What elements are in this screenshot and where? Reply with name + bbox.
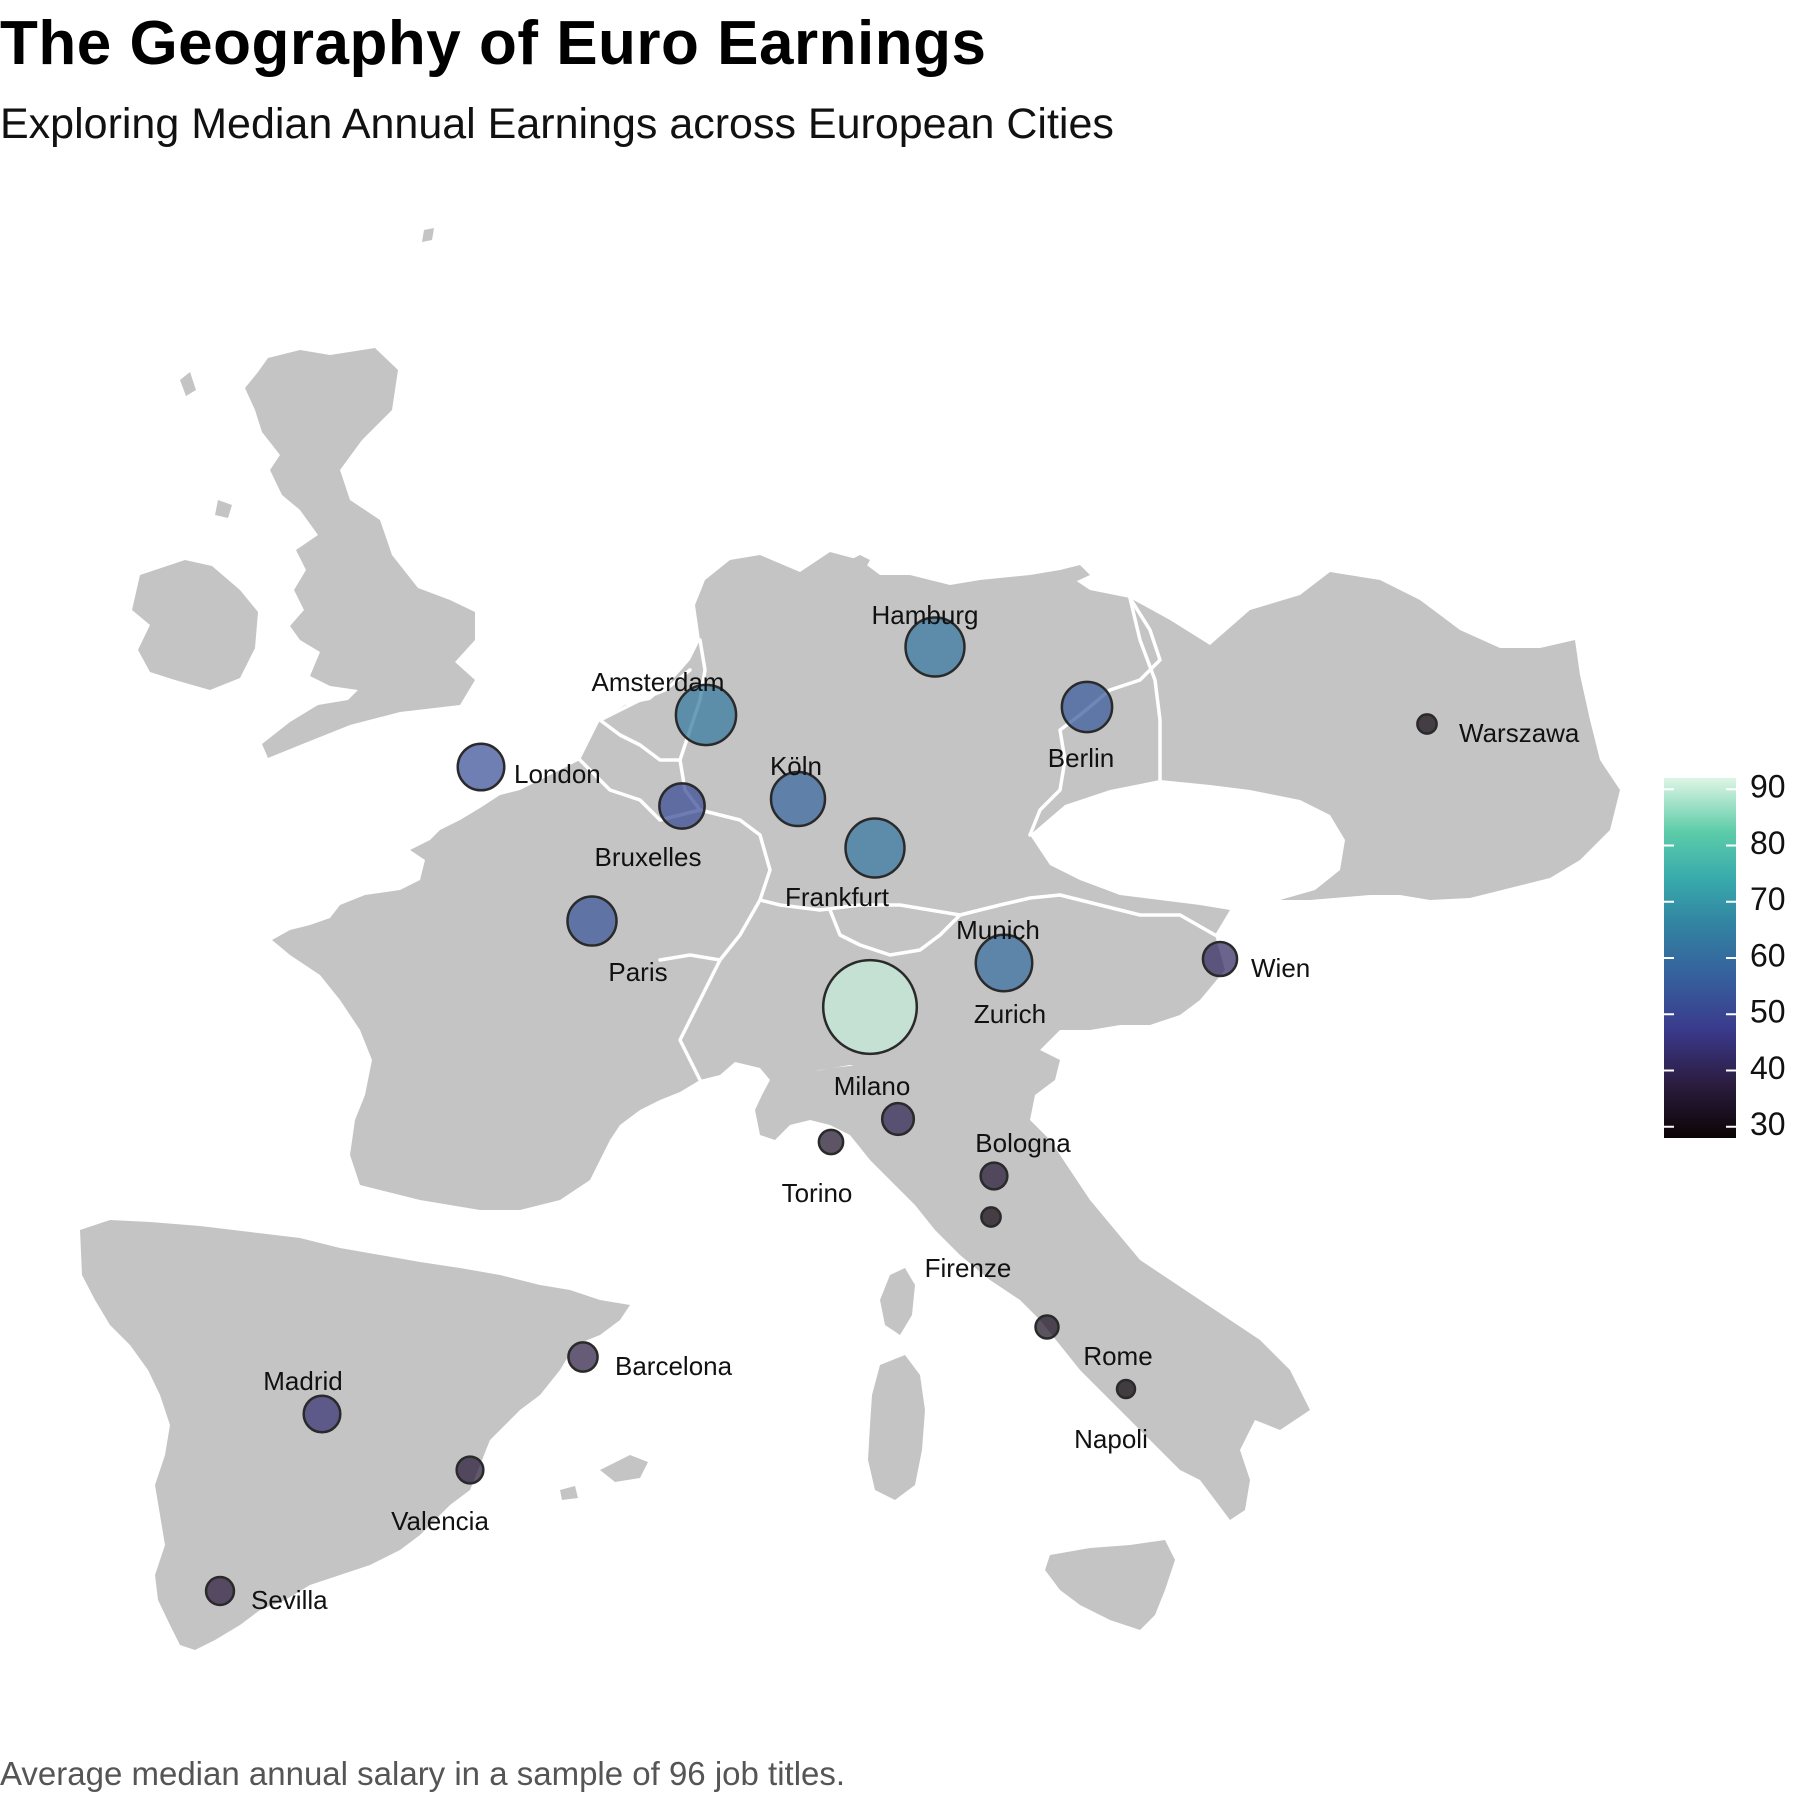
city-point-sevilla [204, 1575, 236, 1607]
city-point-köln [769, 770, 827, 828]
city-point-bologna [979, 1161, 1009, 1191]
sardinia-shape [868, 1355, 925, 1500]
great-britain-shape [245, 348, 475, 758]
city-point-barcelona [567, 1341, 599, 1373]
legend-tick-label: 50 [1750, 994, 1786, 1030]
city-point-warszawa [1416, 713, 1438, 735]
city-point-madrid [302, 1394, 342, 1434]
city-label-amsterdam: Amsterdam [592, 667, 725, 697]
city-label-valencia: Valencia [391, 1506, 489, 1536]
ireland-shape [132, 560, 258, 690]
city-point-valencia [455, 1455, 485, 1485]
city-point-rome [1034, 1314, 1060, 1340]
city-point-berlin [1060, 680, 1114, 734]
czech-gap [1030, 780, 1345, 910]
legend-tick-label: 70 [1750, 881, 1786, 917]
city-label-paris: Paris [608, 957, 667, 987]
city-label-sevilla: Sevilla [251, 1585, 328, 1615]
city-label-milano: Milano [834, 1071, 911, 1101]
city-label-rome: Rome [1083, 1341, 1152, 1371]
city-point-paris [566, 895, 618, 947]
city-point-bruxelles [658, 782, 706, 830]
city-point-amsterdam [674, 683, 738, 747]
city-point-zurich [821, 958, 919, 1056]
city-label-hamburg: Hamburg [872, 600, 979, 630]
corsica-shape [880, 1268, 915, 1335]
city-label-berlin: Berlin [1048, 743, 1114, 773]
iberia-shape [80, 1220, 630, 1650]
city-point-firenze [980, 1206, 1002, 1228]
city-label-firenze: Firenze [925, 1253, 1012, 1283]
city-labels: Hamburg Amsterdam Berlin Warszawa London Köln… [251, 600, 1580, 1615]
chart-title: The Geography of Euro Earnings [0, 9, 987, 78]
city-label-napoli: Napoli [1074, 1424, 1148, 1454]
city-point-milano [880, 1101, 916, 1137]
city-label-madrid: Madrid [263, 1366, 342, 1396]
sicily-shape [1045, 1540, 1175, 1630]
city-label-zurich: Zurich [974, 999, 1046, 1029]
city-point-torino [817, 1128, 845, 1156]
city-label-bologna: Bologna [975, 1128, 1071, 1158]
city-label-warszawa: Warszawa [1459, 718, 1580, 748]
city-points [204, 616, 1438, 1607]
city-label-frankfurt: Frankfurt [785, 882, 890, 912]
italy-shape [755, 1050, 1310, 1520]
city-label-köln: Köln [770, 751, 822, 781]
city-point-london [456, 742, 506, 792]
legend-tick-label: 60 [1750, 937, 1786, 973]
city-label-barcelona: Barcelona [615, 1351, 733, 1381]
legend-colorbar [1664, 778, 1736, 1138]
city-label-london: London [514, 759, 601, 789]
legend-ticks: 30 40 50 60 70 80 90 [1664, 769, 1786, 1142]
chart-caption: Average median annual salary in a sample… [0, 1755, 846, 1792]
city-point-napoli [1115, 1378, 1137, 1400]
legend-tick-label: 40 [1750, 1050, 1786, 1086]
city-label-bruxelles: Bruxelles [595, 842, 702, 872]
city-label-torino: Torino [782, 1178, 853, 1208]
chart-subtitle: Exploring Median Annual Earnings across … [0, 100, 1114, 148]
city-point-munich [974, 933, 1034, 993]
legend-tick-label: 30 [1750, 1106, 1786, 1142]
city-point-frankfurt [844, 817, 906, 879]
city-point-hamburg [904, 616, 966, 678]
legend-tick-label: 80 [1750, 825, 1786, 861]
legend-tick-label: 90 [1750, 769, 1786, 805]
city-label-wien: Wien [1251, 953, 1310, 983]
city-label-munich: Munich [956, 915, 1040, 945]
city-point-wien [1201, 940, 1239, 978]
